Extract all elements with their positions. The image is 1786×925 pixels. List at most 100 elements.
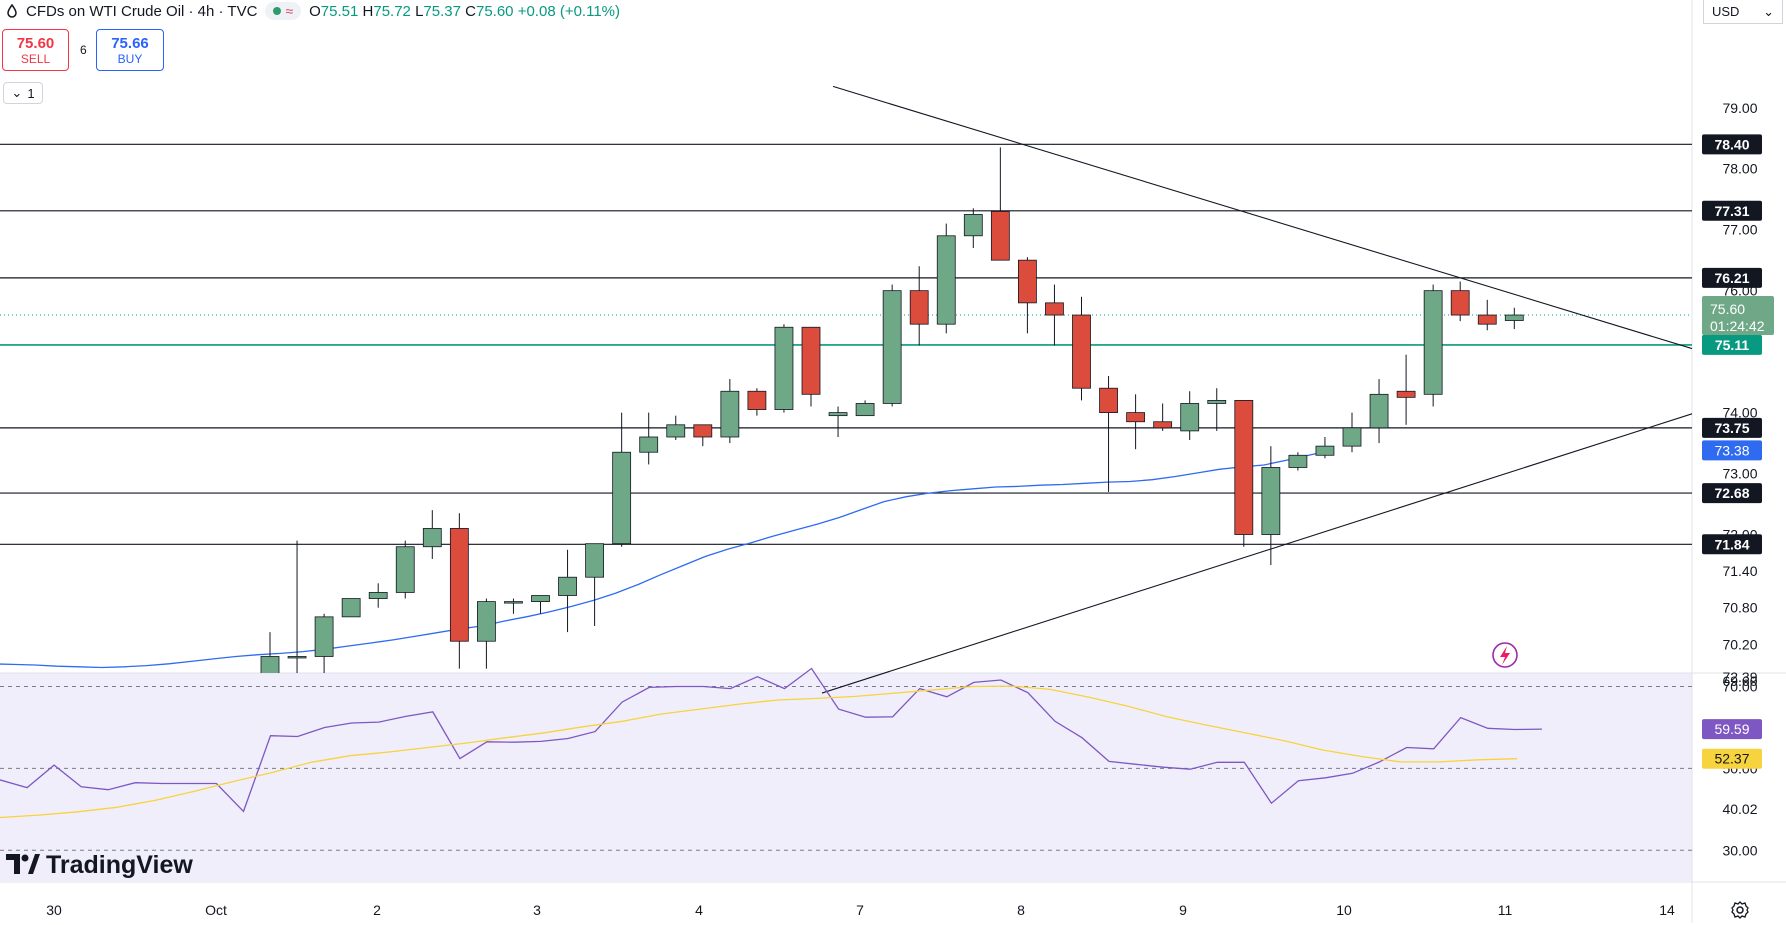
candle-up: [476, 601, 496, 642]
time-tick-label: Oct: [205, 902, 227, 918]
level-price-label: 76.21: [1714, 270, 1749, 286]
candle-down: [747, 390, 767, 410]
time-tick-label: 9: [1179, 902, 1187, 918]
price-tick-label: 69.60: [1722, 673, 1757, 689]
tradingview-logo[interactable]: TradingView: [6, 850, 193, 881]
level-price-label: 73.75: [1714, 420, 1749, 436]
candle-down: [1045, 302, 1064, 316]
candle-up: [639, 436, 659, 453]
rsi-tick-label: 72.39: [1722, 669, 1757, 685]
candle-up: [774, 326, 794, 410]
rsi-tick-label: 40.02: [1722, 801, 1757, 817]
currency-select[interactable]: USD ⌄: [1703, 0, 1783, 24]
change-value: +0.08 (+0.11%): [517, 2, 620, 20]
time-tick-label: 11: [1498, 902, 1513, 918]
market-open-icon: [273, 7, 282, 15]
candle-down: [1477, 314, 1497, 325]
chevron-down-icon: ⌄: [1763, 3, 1774, 19]
rsi-tick-label: 30.00: [1722, 842, 1757, 858]
candle-up: [882, 290, 902, 404]
ma-price-label-bg: [1702, 440, 1762, 461]
lightning-bolt-icon: [1500, 646, 1510, 665]
price-plot: [0, 147, 1524, 673]
candle-up: [341, 598, 361, 618]
rsi-ma-line: [0, 685, 1518, 819]
candle-up: [422, 528, 442, 548]
candle-down: [909, 290, 929, 325]
candle-up: [828, 412, 848, 417]
candle-up: [855, 403, 875, 417]
candle-up: [395, 546, 415, 593]
time-tick-label: 3: [533, 902, 541, 918]
candle-down: [1396, 390, 1416, 398]
candle-up: [1288, 454, 1308, 468]
rsi-ma-value-label-bg: [1702, 748, 1762, 769]
candle-up: [368, 592, 388, 599]
level-price-label-bg: [1702, 134, 1762, 155]
level-price-label: 75.11: [1715, 337, 1749, 353]
level-price-label-bg: [1702, 534, 1762, 555]
price-tick-label: 78.00: [1722, 161, 1757, 177]
time-tick-label: 30: [46, 902, 62, 918]
time-tick-label: 10: [1336, 902, 1352, 918]
candle-down: [990, 210, 1010, 261]
sell-button[interactable]: 75.60 SELL: [2, 29, 69, 71]
level-price-label: 78.40: [1714, 136, 1749, 152]
candle-up: [1342, 427, 1362, 447]
candle-down: [1018, 259, 1037, 304]
moving-average-line: [0, 449, 1332, 669]
level-price-label: 71.84: [1714, 536, 1749, 552]
candle-down: [449, 528, 469, 642]
candle-up: [666, 424, 686, 438]
candle-up: [936, 235, 956, 325]
candle-down: [801, 326, 821, 395]
chart-title[interactable]: CFDs on WTI Crude Oil · 4h · TVC: [26, 2, 258, 20]
candle-up: [287, 656, 307, 659]
level-price-label: 77.31: [1714, 203, 1749, 219]
rsi-panel-bg: [0, 673, 1692, 881]
level-price-label: 72.68: [1714, 485, 1749, 501]
time-tick-label: 14: [1659, 902, 1675, 918]
buy-button[interactable]: 75.66 BUY: [96, 29, 164, 71]
rsi-tick-label: 70.00: [1722, 679, 1757, 695]
candle-down: [1126, 412, 1145, 423]
candle-up: [1180, 403, 1200, 432]
ascending-trendline: [821, 413, 1693, 694]
candle-up: [963, 214, 983, 237]
chart-header: CFDs on WTI Crude Oil · 4h · TVC ≈ O75.5…: [0, 0, 620, 22]
price-tick-label: 73.00: [1722, 466, 1757, 482]
candle-down: [693, 424, 713, 438]
ma-price-label: 73.38: [1714, 442, 1749, 458]
candle-down: [1099, 387, 1118, 414]
price-tick-label: 70.80: [1722, 600, 1757, 616]
price-tick-label: 77.00: [1722, 222, 1757, 238]
last-price-label-bg: [1702, 296, 1774, 336]
candle-up: [558, 576, 577, 596]
status-pill[interactable]: ≈: [265, 2, 302, 20]
level-price-label-bg: [1702, 483, 1762, 504]
candle-down: [1234, 400, 1254, 535]
ohlc-values: O75.51 H75.72 L75.37 C75.60 +0.08 (+0.11…: [309, 2, 620, 20]
symbol-icon: [6, 3, 18, 18]
candle-down: [1072, 314, 1091, 389]
last-price-label: 75.60: [1710, 301, 1745, 317]
time-tick-label: 4: [695, 902, 703, 918]
candle-up: [1207, 400, 1227, 404]
countdown-label: 01:24:42: [1710, 318, 1765, 334]
candle-up: [1423, 290, 1443, 395]
candle-up: [1369, 393, 1389, 429]
settings-gear-icon[interactable]: [1730, 900, 1750, 920]
price-tick-label: 71.40: [1722, 563, 1757, 579]
wave-icon: ≈: [285, 3, 294, 19]
time-tick-label: 8: [1017, 902, 1025, 918]
candle-up: [1315, 445, 1335, 456]
rsi-ma-value-label: 52.37: [1714, 751, 1749, 767]
collapse-indicators-button[interactable]: ⌄ 1: [3, 82, 43, 104]
candle-down: [1153, 421, 1173, 429]
rsi-line: [0, 667, 1542, 813]
rsi-value-label-bg: [1702, 719, 1762, 740]
chevron-down-icon: ⌄: [11, 85, 23, 100]
spread-value: 6: [80, 43, 87, 57]
level-price-label-bg: [1702, 267, 1762, 288]
